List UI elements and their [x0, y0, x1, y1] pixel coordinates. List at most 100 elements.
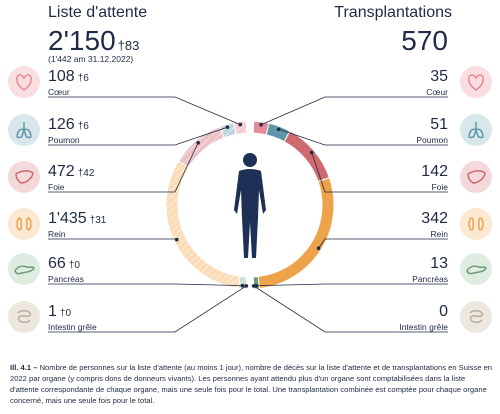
waitlist-value-5: 1 †0 — [48, 304, 71, 322]
waitlist-leader-line — [48, 283, 243, 287]
waitlist-count: 472 — [48, 163, 75, 180]
waitlist-organ-label: Intestin grêle — [48, 322, 97, 332]
waitlist-leader-dot — [196, 140, 200, 145]
kidneys-icon — [8, 208, 40, 240]
waitlist-count: 66 — [48, 255, 66, 272]
transplant-leader-dot — [251, 284, 256, 288]
waitlist-deaths: †6 — [77, 121, 89, 132]
figure-body — [234, 169, 266, 258]
lungs-icon-glyph — [468, 122, 484, 139]
transplant-leader-line — [253, 285, 448, 333]
figure-head — [243, 153, 257, 167]
intestine-icon — [460, 301, 492, 333]
waitlist-total-value: 2'150 — [48, 25, 116, 56]
waitlist-leader-dot — [174, 237, 179, 242]
transplant-leader-dot — [309, 150, 314, 155]
kidneys-icon-glyph — [16, 217, 32, 231]
waitlist-deaths: †31 — [89, 215, 107, 226]
waitlist-deaths: †0 — [59, 308, 72, 319]
transplant-title: Transplantations — [334, 4, 452, 21]
heart-icon-glyph — [16, 74, 32, 91]
waitlist-organ-label: Rein — [48, 229, 66, 239]
waitlist-count: 1'435 — [48, 210, 87, 227]
liver-icon — [460, 161, 492, 193]
transplant-value-3: 342 — [421, 210, 448, 227]
waitlist-leader-line — [48, 238, 177, 240]
waitlist-leader-line — [48, 142, 199, 193]
transplant-organ-label: Pancréas — [412, 274, 448, 284]
lungs-icon — [8, 114, 40, 146]
transplant-value-2: 142 — [421, 163, 448, 180]
waitlist-leader-dot — [244, 284, 249, 288]
transplant-value-1: 51 — [430, 116, 448, 133]
heart-icon — [460, 66, 492, 98]
caption-label: Ill. 4.1 – — [10, 363, 38, 372]
transplant-leader-line — [311, 152, 448, 193]
kidneys-icon-glyph — [468, 217, 484, 231]
waitlist-count: 1 — [48, 303, 57, 320]
waitlist-leader-dot — [238, 122, 243, 127]
waitlist-count: 108 — [48, 68, 75, 85]
transplant-leader-line — [260, 96, 448, 126]
transplant-value-5: 0 — [439, 303, 448, 320]
lungs-icon-glyph — [16, 122, 32, 139]
transplant-value-0: 35 — [430, 68, 448, 85]
transplant-total: 570 — [401, 25, 448, 56]
waitlist-value-1: 126 †6 — [48, 117, 89, 135]
transplant-organ-label: Rein — [430, 229, 448, 239]
human-figure — [234, 153, 266, 258]
intestine-icon — [8, 301, 40, 333]
heart-icon-glyph — [468, 74, 484, 91]
transplant-organ-label: Intestin grêle — [399, 322, 448, 332]
waitlist-organ-label: Foie — [48, 182, 65, 192]
waitlist-leader-line — [48, 96, 241, 125]
waitlist-organ-label: Pancréas — [48, 274, 84, 284]
figure-caption: Ill. 4.1 – Nombre de personnes sur la li… — [10, 362, 492, 406]
waitlist-leader-line — [48, 285, 247, 333]
waitlist-deaths: †6 — [77, 73, 89, 84]
transplant-value-4: 13 — [430, 255, 448, 272]
transplant-organ-label: Cœur — [426, 87, 448, 97]
transplant-organ-label: Foie — [431, 182, 448, 192]
liver-icon-glyph — [15, 170, 34, 184]
waitlist-value-4: 66 †0 — [48, 256, 80, 274]
donut-chart — [48, 96, 448, 333]
transplant-organ-label: Poumon — [416, 135, 448, 145]
transplant-leader-dot — [276, 127, 281, 132]
pancreas-icon-glyph — [466, 265, 487, 275]
transplant-leader-line — [278, 128, 448, 146]
waitlist-leader-dot — [225, 125, 230, 129]
waitlist-total-deaths: †83 — [117, 38, 140, 53]
waitlist-deaths: †42 — [77, 168, 95, 179]
kidneys-icon — [460, 208, 492, 240]
transplant-slice-3 — [257, 176, 335, 290]
waitlist-total: 2'150 †83 — [48, 27, 139, 60]
waitlist-leader-line — [48, 126, 228, 146]
waitlist-organ-label: Cœur — [48, 87, 70, 97]
transplant-leader-dot — [259, 122, 263, 127]
heart-icon — [8, 66, 40, 98]
pancreas-icon — [460, 253, 492, 285]
waitlist-leader-dot — [240, 283, 245, 288]
waitlist-slice-3 — [165, 160, 241, 289]
waitlist-value-2: 472 †42 — [48, 164, 94, 182]
lungs-icon — [460, 114, 492, 146]
intestine-icon-glyph — [17, 310, 32, 323]
pancreas-icon-glyph — [14, 265, 35, 275]
waitlist-title: Liste d'attente — [48, 4, 148, 21]
waitlist-value-3: 1'435 †31 — [48, 211, 106, 229]
transplant-leader-line — [256, 283, 448, 287]
pancreas-icon — [8, 253, 40, 285]
waitlist-organ-label: Poumon — [48, 135, 80, 145]
intestine-icon-glyph — [469, 310, 484, 323]
waitlist-deaths: †0 — [68, 260, 80, 271]
transplant-leader-dot — [316, 246, 321, 251]
waitlist-count: 126 — [48, 116, 75, 133]
caption-text: Nombre de personnes sur la liste d'atten… — [10, 363, 493, 405]
liver-icon — [8, 161, 40, 193]
waitlist-note: (1'442 am 31.12.2022) — [48, 54, 134, 64]
waitlist-value-0: 108 †6 — [48, 69, 89, 87]
liver-icon-glyph — [467, 170, 486, 184]
waitlist-slice-2 — [177, 125, 225, 169]
transplant-leader-line — [318, 238, 448, 249]
